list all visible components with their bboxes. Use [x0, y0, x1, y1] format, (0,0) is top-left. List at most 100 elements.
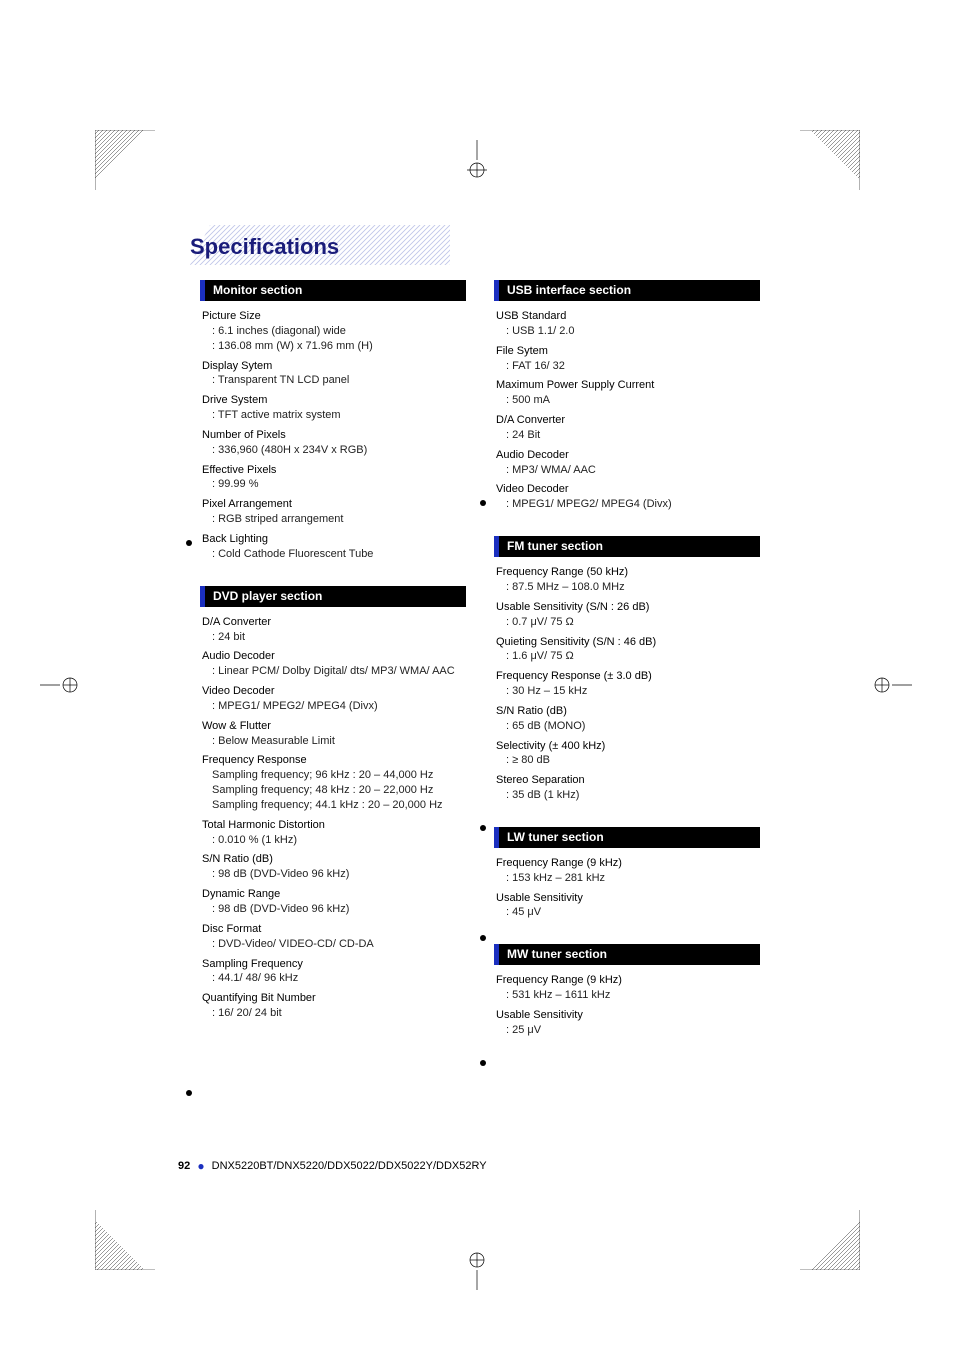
spec-item: Picture Size: 6.1 inches (diagonal) wide… — [202, 309, 466, 354]
spec-label: Frequency Response (± 3.0 dB) — [496, 669, 760, 684]
section-header: USB interface section — [494, 280, 760, 301]
spec-label: Total Harmonic Distortion — [202, 818, 466, 833]
spec-value: : 98 dB (DVD-Video 96 kHz) — [202, 867, 466, 882]
spec-value: : 35 dB (1 kHz) — [496, 788, 760, 803]
spec-label: Selectivity (± 400 kHz) — [496, 739, 760, 754]
spec-value: : RGB striped arrangement — [202, 512, 466, 527]
spec-item: Sampling Frequency: 44.1/ 48/ 96 kHz — [202, 957, 466, 987]
spec-label: S/N Ratio (dB) — [202, 852, 466, 867]
spec-value: : Cold Cathode Fluorescent Tube — [202, 547, 466, 562]
fold-corner-icon — [770, 1180, 860, 1270]
spec-label: Audio Decoder — [202, 649, 466, 664]
spec-value: Sampling frequency; 96 kHz : 20 – 44,000… — [202, 768, 466, 813]
page-number: 92 — [178, 1160, 190, 1172]
spec-label: Usable Sensitivity — [496, 1008, 760, 1023]
content-area: Monitor section Picture Size: 6.1 inches … — [200, 280, 760, 1062]
spec-value: : 87.5 MHz – 108.0 MHz — [496, 580, 760, 595]
section-header: FM tuner section — [494, 536, 760, 557]
spec-item: Usable Sensitivity (S/N : 26 dB): 0.7 μV… — [496, 600, 760, 630]
fold-corner-icon — [95, 1180, 185, 1270]
spec-label: Video Decoder — [202, 684, 466, 699]
spec-value: : Transparent TN LCD panel — [202, 373, 466, 388]
spec-section-fm: FM tuner section Frequency Range (50 kHz)… — [494, 536, 760, 803]
spec-label: Usable Sensitivity — [496, 891, 760, 906]
spec-label: Video Decoder — [496, 482, 760, 497]
spec-item: S/N Ratio (dB): 65 dB (MONO) — [496, 704, 760, 734]
spec-value: : TFT active matrix system — [202, 408, 466, 423]
spec-value: : Linear PCM/ Dolby Digital/ dts/ MP3/ W… — [202, 664, 466, 679]
right-column: USB interface section USB Standard: USB 1… — [494, 280, 760, 1062]
section-end-bullet-icon — [480, 1060, 486, 1066]
spec-item: Quieting Sensitivity (S/N : 46 dB): 1.6 … — [496, 635, 760, 665]
spec-label: Back Lighting — [202, 532, 466, 547]
spec-item: Frequency ResponseSampling frequency; 96… — [202, 753, 466, 812]
spec-item: Audio Decoder: Linear PCM/ Dolby Digital… — [202, 649, 466, 679]
spec-label: Frequency Response — [202, 753, 466, 768]
section-header: MW tuner section — [494, 944, 760, 965]
spec-value: : 98 dB (DVD-Video 96 kHz) — [202, 902, 466, 917]
crop-mark-top-icon — [452, 140, 502, 190]
spec-item: USB Standard: USB 1.1/ 2.0 — [496, 309, 760, 339]
crop-mark-left-icon — [40, 660, 90, 710]
spec-label: Quieting Sensitivity (S/N : 46 dB) — [496, 635, 760, 650]
spec-label: D/A Converter — [496, 413, 760, 428]
spec-label: Picture Size — [202, 309, 466, 324]
spec-item: Stereo Separation: 35 dB (1 kHz) — [496, 773, 760, 803]
spec-label: Audio Decoder — [496, 448, 760, 463]
spec-value: : 25 μV — [496, 1023, 760, 1038]
spec-section-mw: MW tuner section Frequency Range (9 kHz):… — [494, 944, 760, 1037]
spec-label: Frequency Range (50 kHz) — [496, 565, 760, 580]
section-end-bullet-icon — [186, 540, 192, 546]
model-list: DNX5220BT/DNX5220/DDX5022/DDX5022Y/DDX52… — [212, 1160, 487, 1172]
spec-item: S/N Ratio (dB): 98 dB (DVD-Video 96 kHz) — [202, 852, 466, 882]
spec-value: : 0.010 % (1 kHz) — [202, 833, 466, 848]
spec-item: Frequency Response (± 3.0 dB): 30 Hz – 1… — [496, 669, 760, 699]
section-end-bullet-icon — [186, 1090, 192, 1096]
crop-mark-right-icon — [862, 660, 912, 710]
spec-item: Selectivity (± 400 kHz): ≥ 80 dB — [496, 739, 760, 769]
spec-value: : 99.99 % — [202, 477, 466, 492]
spec-label: Drive System — [202, 393, 466, 408]
spec-label: Effective Pixels — [202, 463, 466, 478]
spec-value: : MPEG1/ MPEG2/ MPEG4 (Divx) — [496, 497, 760, 512]
spec-label: Quantifying Bit Number — [202, 991, 466, 1006]
spec-section-dvd: DVD player sectionD/A Converter: 24 bitA… — [200, 586, 466, 1021]
spec-label: S/N Ratio (dB) — [496, 704, 760, 719]
spec-label: Usable Sensitivity (S/N : 26 dB) — [496, 600, 760, 615]
spec-item: Disc Format: DVD-Video/ VIDEO-CD/ CD-DA — [202, 922, 466, 952]
spec-label: Maximum Power Supply Current — [496, 378, 760, 393]
spec-item: Number of Pixels: 336,960 (480H x 234V x… — [202, 428, 466, 458]
spec-label: Pixel Arrangement — [202, 497, 466, 512]
spec-value: : Below Measurable Limit — [202, 734, 466, 749]
spec-value: : 24 Bit — [496, 428, 760, 443]
spec-section-lw: LW tuner sectionFrequency Range (9 kHz):… — [494, 827, 760, 920]
spec-label: Sampling Frequency — [202, 957, 466, 972]
spec-label: File Sytem — [496, 344, 760, 359]
section-header: Monitor section — [200, 280, 466, 301]
spec-item: Display Sytem: Transparent TN LCD panel — [202, 359, 466, 389]
section-end-bullet-icon — [480, 935, 486, 941]
spec-value: : 6.1 inches (diagonal) wide : 136.08 mm… — [202, 324, 466, 354]
spec-value: : 16/ 20/ 24 bit — [202, 1006, 466, 1021]
spec-item: D/A Converter: 24 bit — [202, 615, 466, 645]
spec-item: Total Harmonic Distortion: 0.010 % (1 kH… — [202, 818, 466, 848]
spec-item: Quantifying Bit Number: 16/ 20/ 24 bit — [202, 991, 466, 1021]
spec-item: Video Decoder: MPEG1/ MPEG2/ MPEG4 (Divx… — [496, 482, 760, 512]
page-footer: 92 ● DNX5220BT/DNX5220/DDX5022/DDX5022Y/… — [178, 1158, 487, 1172]
section-header: LW tuner section — [494, 827, 760, 848]
left-column: Monitor section Picture Size: 6.1 inches … — [200, 280, 466, 1062]
spec-label: Dynamic Range — [202, 887, 466, 902]
spec-item: Maximum Power Supply Current: 500 mA — [496, 378, 760, 408]
spec-value: : MPEG1/ MPEG2/ MPEG4 (Divx) — [202, 699, 466, 714]
fold-corner-icon — [770, 130, 860, 220]
spec-value: : FAT 16/ 32 — [496, 359, 760, 374]
crop-mark-bottom-icon — [452, 1240, 502, 1290]
spec-value: : MP3/ WMA/ AAC — [496, 463, 760, 478]
spec-value: : 65 dB (MONO) — [496, 719, 760, 734]
spec-value: : 531 kHz – 1611 kHz — [496, 988, 760, 1003]
spec-label: Frequency Range (9 kHz) — [496, 973, 760, 988]
spec-section-monitor: Monitor section Picture Size: 6.1 inches … — [200, 280, 466, 562]
spec-label: Wow & Flutter — [202, 719, 466, 734]
fold-corner-icon — [95, 130, 185, 220]
page-title-block: Specifications — [190, 225, 450, 265]
